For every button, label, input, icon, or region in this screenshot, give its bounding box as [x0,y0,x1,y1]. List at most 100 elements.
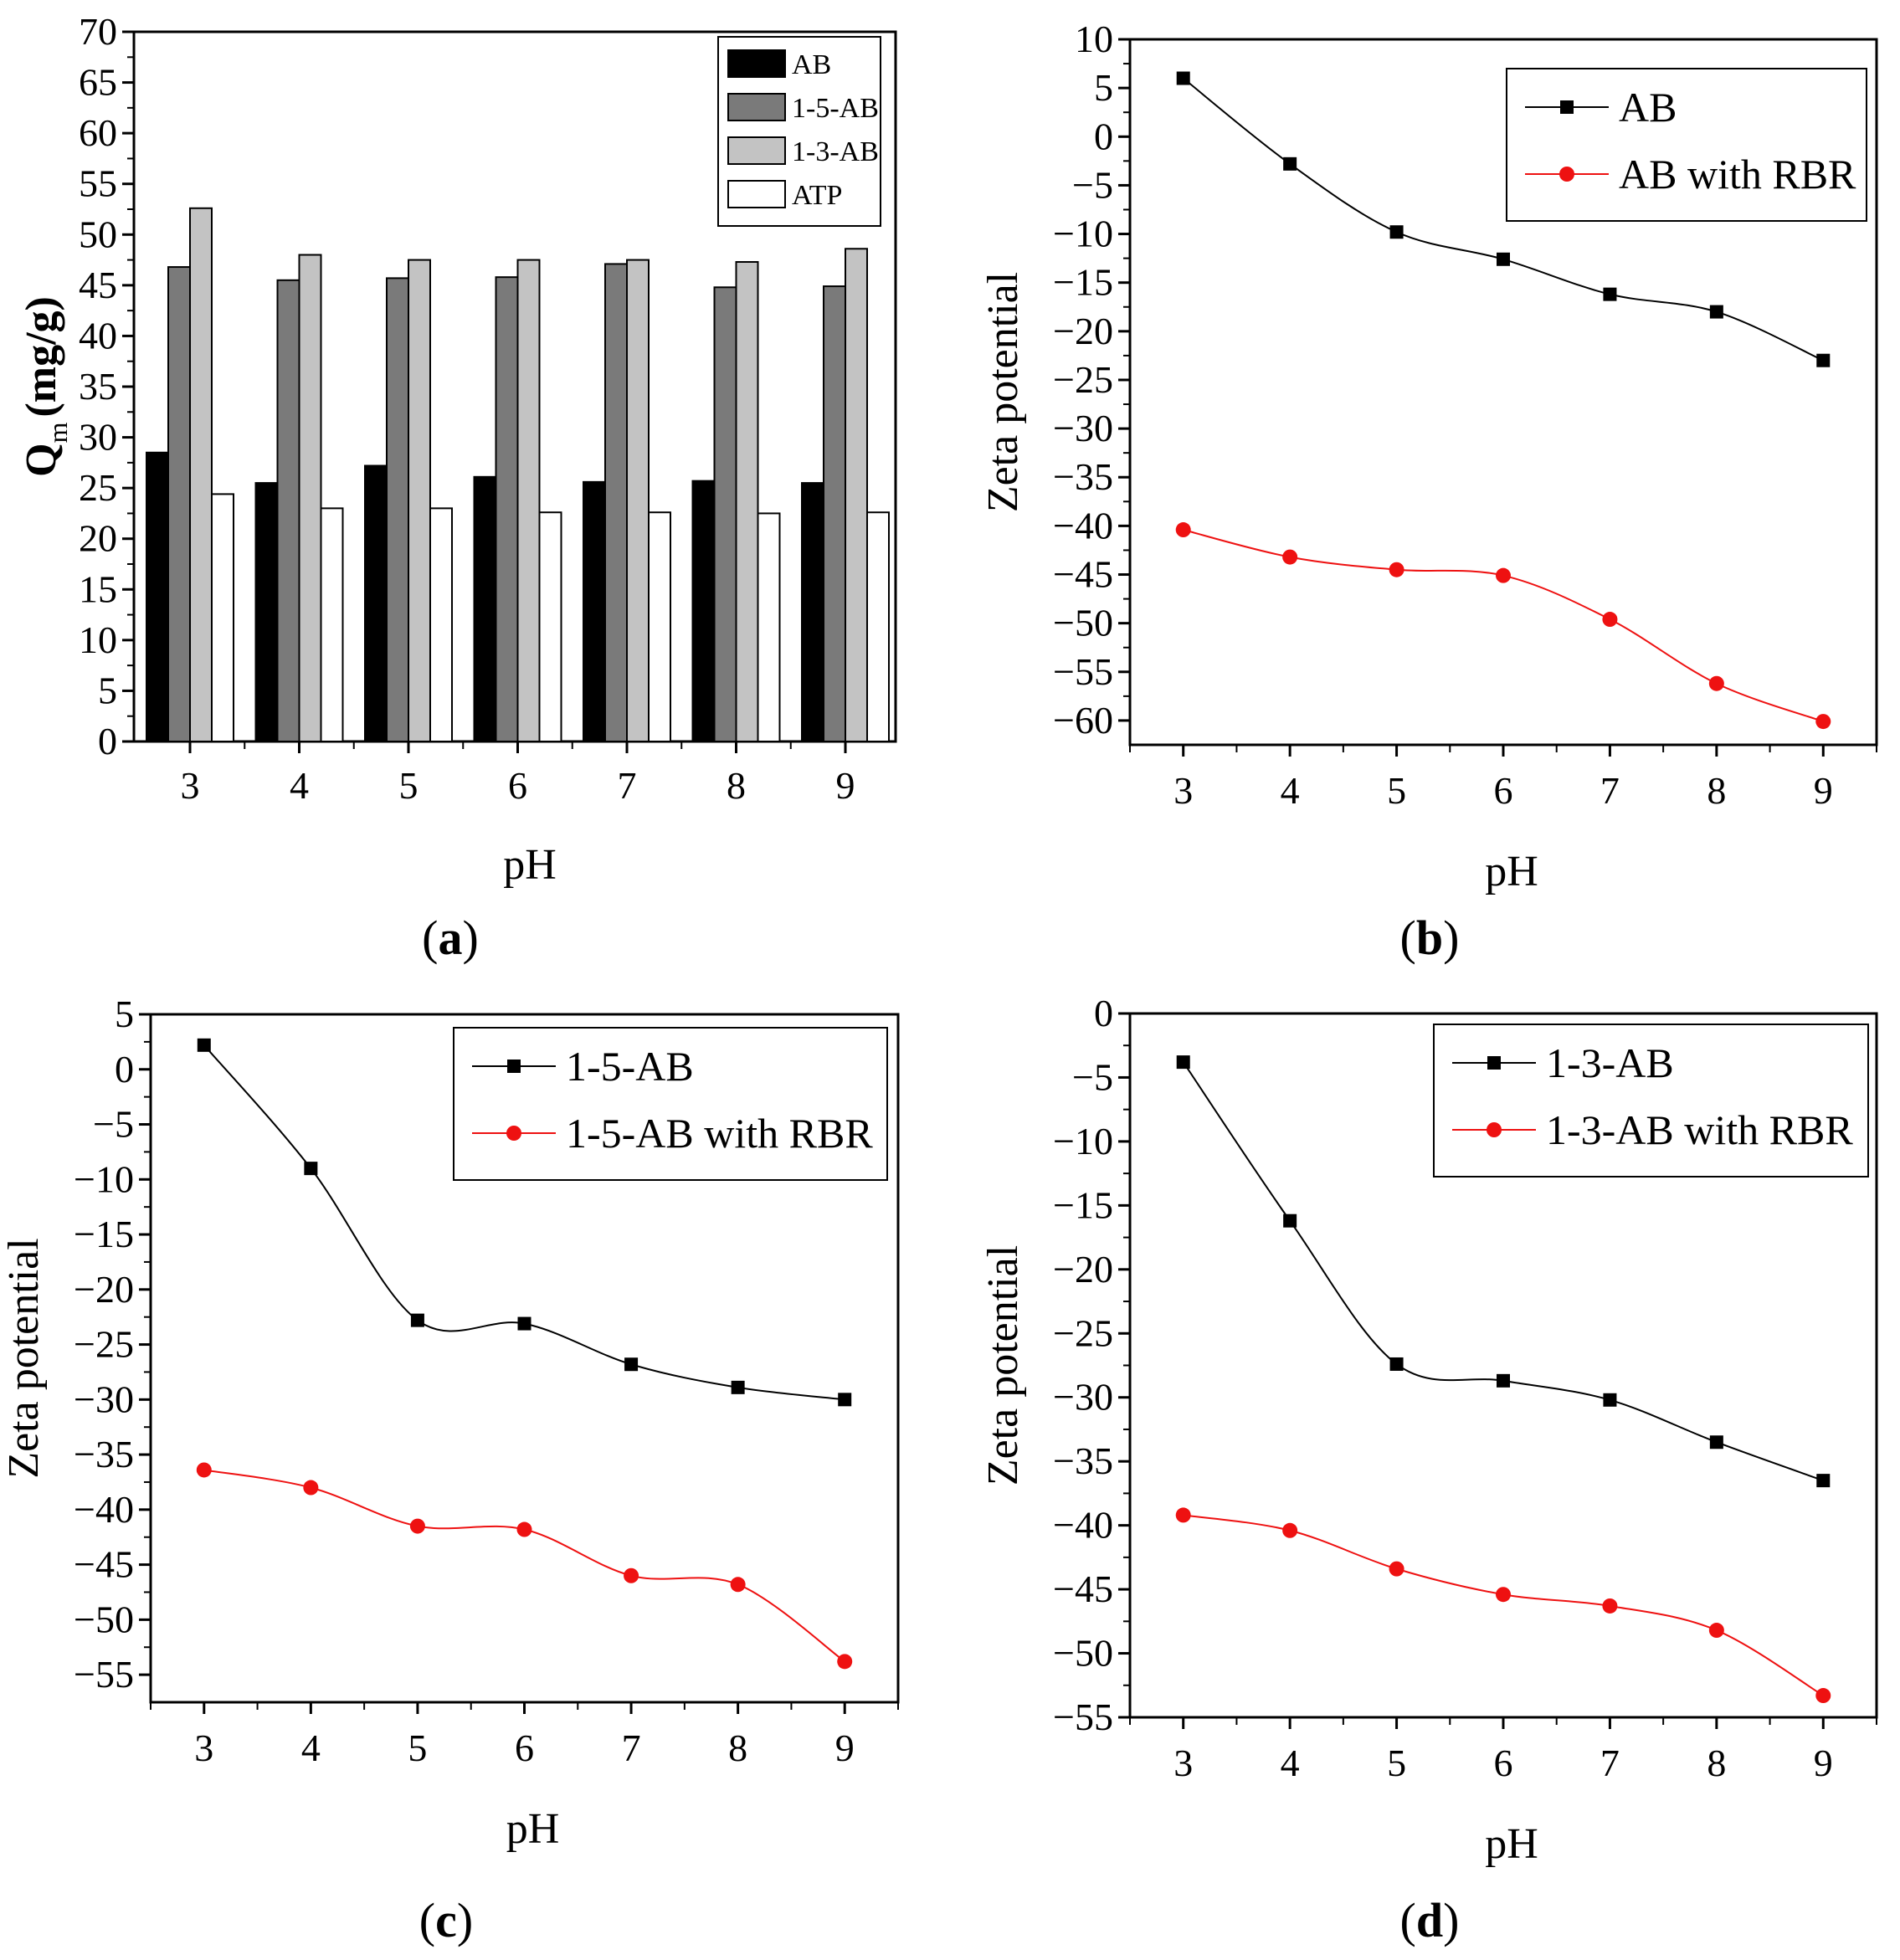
y-tick-label: −50 [74,1598,134,1640]
y-tick-label: 70 [79,10,117,53]
panel-d-chart: 0 −5 −10 −15 −20 −25 −30 −35 −40 −45 −50 −55 3 4 5 6 7 8 9… [979,992,1878,1868]
data-point-circle [837,1654,853,1670]
bar-atp [538,511,562,743]
x-tick-label: 8 [727,764,746,807]
bar-1-3-ab [189,207,213,742]
bar-ab [801,482,824,742]
y-axis-title: Zeta potential [979,1245,1027,1485]
y-tick-label: −20 [1053,1248,1113,1290]
bar-ab [473,475,497,742]
data-point-square [517,1316,531,1331]
data-point-square [1176,1055,1190,1070]
y-tick-label: −10 [74,1157,134,1200]
x-tick-label: 4 [1281,769,1300,812]
data-point-circle [1496,1587,1511,1603]
data-point-square [304,1162,318,1176]
legend-box [1433,1024,1869,1178]
legend-label: 1-5-AB with RBR [566,1110,873,1157]
data-point-square [1603,1393,1617,1407]
panel-label-a: (a) [422,911,479,965]
x-tick-label: 8 [728,1727,747,1769]
bar-ab [583,480,606,742]
data-point-circle [1815,1688,1831,1704]
x-tick-label: 4 [1281,1742,1300,1784]
bar-atp [429,507,453,742]
data-point-circle [409,1518,425,1534]
y-tick-label: −55 [74,1653,134,1696]
x-tick-label: 3 [181,764,200,807]
y-tick-label: −40 [1053,1504,1113,1547]
y-tick-label: −20 [1053,310,1113,352]
bar-1-5-ab [823,285,846,743]
bar-ab [146,451,169,742]
bar-ab [364,464,388,743]
data-point-square [1283,156,1297,171]
y-tick-label: −50 [1053,602,1113,644]
panel-label-b: (b) [1400,911,1460,965]
legend-swatch-1-3-ab [727,136,786,165]
y-tick-label: −45 [74,1543,134,1586]
bar-atp [211,493,234,742]
bar-atp [757,512,781,743]
x-tick-label: 6 [515,1727,534,1769]
legend-label: 1-3-AB with RBR [1546,1106,1853,1153]
legend-swatch-atp [727,180,786,208]
y-tick-label: 5 [115,993,134,1035]
data-point-circle [1175,1507,1191,1523]
data-point-circle [1496,567,1511,583]
x-axis-title: pH [1485,848,1538,895]
y-tick-label: 25 [79,466,117,509]
legend-box [1506,68,1867,222]
bar-atp [320,507,344,742]
y-tick-label: −5 [1072,163,1113,206]
data-point-square [1497,1373,1510,1388]
x-tick-label: 3 [194,1727,213,1769]
y-tick-label: −5 [1072,1055,1113,1098]
y-tick-label: 65 [79,61,117,104]
data-point-square [624,1357,639,1372]
x-tick-label: 4 [301,1727,321,1769]
y-tick-label: −15 [1053,1183,1113,1226]
x-tick-label: 9 [1814,1742,1833,1784]
legend-marker-circle [1559,167,1574,182]
y-tick-label: −40 [74,1488,134,1531]
y-tick-label: −15 [1053,261,1113,304]
y-tick-label: 5 [1094,66,1113,109]
y-tick-label: −30 [1053,407,1113,449]
data-point-square [1283,1213,1297,1228]
data-point-square [1709,305,1723,319]
bar-1-3-ab [845,248,868,742]
bar-1-5-ab [713,286,737,742]
data-point-circle [1815,714,1831,730]
data-point-circle [516,1521,532,1537]
x-tick-label: 9 [836,764,855,807]
y-tick-label: −20 [74,1268,134,1311]
legend-label: AB [1619,84,1677,131]
legend-box [453,1027,888,1181]
data-point-square [1176,71,1190,85]
bar-atp [866,511,890,743]
x-tick-label: 6 [1494,769,1513,812]
x-axis-title: pH [503,841,557,889]
bar-atp [648,511,671,743]
panel-label-d: (d) [1400,1893,1460,1947]
legend-label: AB with RBR [1619,151,1856,198]
panel-c-chart: 5 0 −5 −10 −15 −20 −25 −30 −35 −40 −45 −50 −55 3 4 5 6 7 8… [0,993,900,1853]
x-tick-label: 5 [399,764,419,807]
x-tick-label: 5 [1387,769,1406,812]
x-axis-title: pH [1485,1820,1538,1868]
data-point-circle [1389,1561,1404,1577]
y-axis-title: Zeta potential [0,1238,48,1478]
y-axis-title: Qm(mg/g) [18,296,73,477]
bar-1-5-ab [495,276,519,742]
x-tick-label: 3 [1173,769,1193,812]
x-axis-title: pH [506,1805,560,1853]
data-point-circle [730,1577,746,1593]
y-tick-label: 15 [79,567,117,610]
legend-swatch-ab [727,49,786,78]
y-tick-label: 10 [1075,18,1113,60]
y-tick-label: −10 [1053,1120,1113,1162]
y-tick-label: 30 [79,416,117,459]
data-point-circle [1602,1598,1618,1614]
